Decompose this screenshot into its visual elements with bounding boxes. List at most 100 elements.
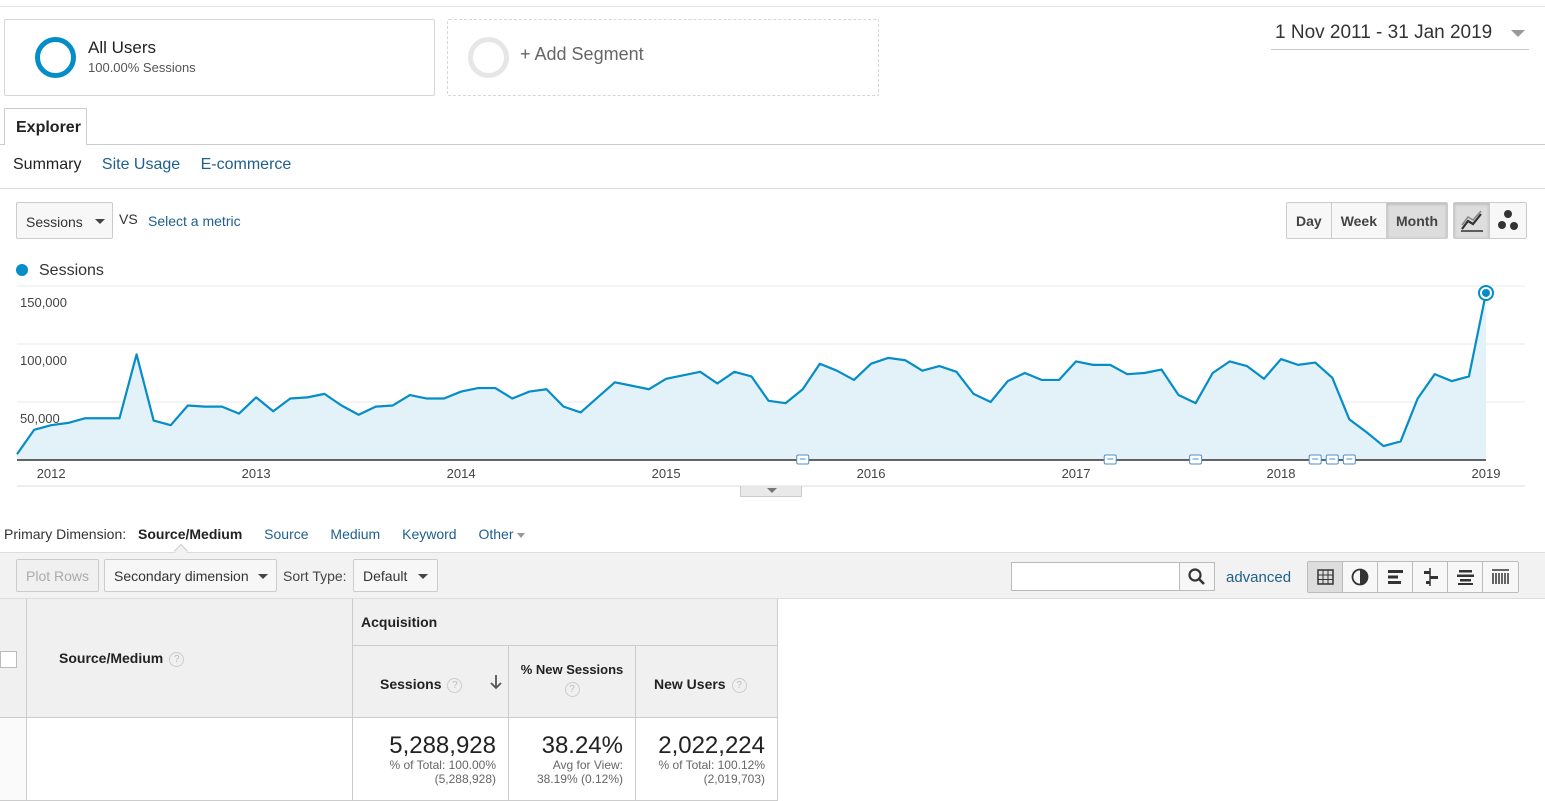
sessions-column-header[interactable]: Sessions? [353, 646, 509, 718]
secondary-dimension-dropdown[interactable]: Secondary dimension [104, 559, 277, 592]
sessions-chart[interactable]: 150,000 100,000 50,000 2012 2013 2014 2015 2016… [0, 280, 1545, 490]
view-pivot-button[interactable] [1483, 562, 1518, 592]
segment-ring-empty-icon [468, 37, 509, 78]
pivot-table-icon [1492, 569, 1509, 584]
bar-chart-icon [1388, 570, 1403, 584]
view-comparison-button[interactable] [1413, 562, 1448, 592]
table-search-input[interactable] [1011, 562, 1180, 591]
chevron-down-icon [95, 219, 105, 224]
metric-dropdown-value: Sessions [26, 214, 83, 230]
chart-type-toggle [1453, 202, 1527, 239]
select-all-cell [0, 599, 27, 718]
y-tick-label: 50,000 [20, 411, 60, 426]
new-sessions-avg-label: Avg for View: [552, 758, 623, 772]
explorer-subtabs: Summary Site Usage E-commerce [13, 156, 307, 174]
dimension-header-cell[interactable]: Source/Medium? [27, 599, 353, 718]
add-segment-label: + Add Segment [520, 44, 644, 64]
new-users-header-label: New Users [654, 676, 726, 692]
sessions-line [16, 292, 1488, 455]
legend-label-sessions: Sessions [39, 262, 104, 279]
top-divider [0, 6, 1545, 7]
sessions-total-cell: 5,288,928 % of Total: 100.00% (5,288,928… [353, 718, 509, 801]
subtab-divider [0, 188, 1545, 189]
sort-type-label: Sort Type: [283, 568, 347, 584]
period-week-button[interactable]: Week [1331, 203, 1388, 238]
period-month-button[interactable]: Month [1387, 203, 1447, 238]
period-toggle: Day Week Month [1286, 202, 1448, 239]
term-cloud-icon [1457, 570, 1474, 585]
vs-label: VS [119, 211, 138, 227]
period-day-button[interactable]: Day [1287, 203, 1332, 238]
y-tick-label: 100,000 [20, 353, 67, 368]
chevron-down-icon [517, 532, 526, 538]
dimension-source-medium[interactable]: Source/Medium [138, 526, 243, 542]
y-tick-label: 150,000 [20, 295, 67, 310]
new-sessions-header-label: % New Sessions [520, 662, 624, 677]
plot-rows-button[interactable]: Plot Rows [16, 559, 100, 592]
dimension-medium[interactable]: Medium [330, 526, 381, 542]
new-sessions-header: % New Sessions ? [509, 662, 635, 697]
new-sessions-total-sub: Avg for View: 38.19% (0.12%) [537, 758, 623, 786]
sessions-total-percent: % of Total: 100.00% [389, 758, 496, 772]
segment-all-users[interactable]: All Users 100.00% Sessions [4, 19, 435, 96]
new-sessions-avg-value: 38.19% (0.12%) [536, 772, 623, 786]
dimension-source[interactable]: Source [264, 526, 309, 542]
sort-type-value: Default [363, 568, 408, 584]
arrow-down-icon [490, 675, 502, 690]
advanced-filter-link[interactable]: advanced [1226, 569, 1292, 586]
pie-chart-icon [1351, 568, 1369, 586]
bubble-chart-icon [1498, 210, 1518, 230]
segment-ring-icon [35, 37, 76, 78]
x-tick-label: 2018 [1267, 466, 1296, 481]
metric-dropdown[interactable]: Sessions [16, 202, 113, 239]
add-segment-button[interactable]: + Add Segment [447, 19, 879, 96]
comparison-icon [1424, 568, 1438, 586]
x-tick-label: 2013 [242, 466, 271, 481]
new-users-column-header[interactable]: New Users? [636, 646, 778, 718]
tab-divider [0, 144, 1545, 145]
sessions-header-label: Sessions [380, 676, 442, 692]
select-metric-link[interactable]: Select a metric [148, 213, 241, 229]
dimension-keyword[interactable]: Keyword [402, 526, 457, 542]
help-icon[interactable]: ? [169, 651, 185, 667]
new-users-total-sub: % of Total: 100.12% (2,019,703) [658, 758, 765, 786]
grid-table-icon [1317, 569, 1334, 585]
dimension-other-label: Other [478, 526, 514, 542]
x-tick-label: 2016 [857, 466, 886, 481]
new-sessions-column-header[interactable]: % New Sessions ? [509, 646, 636, 718]
date-range-picker[interactable]: 1 Nov 2011 - 31 Jan 2019 [1271, 22, 1529, 50]
view-data-button[interactable] [1308, 562, 1343, 592]
table-toolbar: Plot Rows Secondary dimension Sort Type:… [0, 552, 1545, 599]
subtab-ecommerce[interactable]: E-commerce [200, 156, 292, 173]
x-tick-label: 2019 [1472, 466, 1501, 481]
help-icon[interactable]: ? [564, 682, 580, 697]
line-chart-button[interactable] [1454, 203, 1490, 238]
motion-chart-button[interactable] [1490, 203, 1526, 238]
segment-subtitle: 100.00% Sessions [88, 60, 196, 75]
dimension-header-label: Source/Medium [59, 650, 164, 666]
legend-swatch-sessions [16, 264, 28, 276]
x-tick-label: 2017 [1062, 466, 1091, 481]
new-users-total-cell: 2,022,224 % of Total: 100.12% (2,019,703… [636, 718, 778, 801]
chevron-down-icon [1511, 30, 1525, 37]
view-percentage-button[interactable] [1343, 562, 1378, 592]
segment-title: All Users [88, 38, 157, 57]
sort-type-dropdown[interactable]: Default [353, 559, 438, 592]
dimension-other[interactable]: Other [478, 526, 526, 542]
subtab-site-usage[interactable]: Site Usage [101, 156, 181, 173]
search-button[interactable] [1179, 562, 1215, 591]
help-icon[interactable]: ? [447, 677, 463, 693]
chevron-down-icon [418, 574, 428, 579]
view-performance-button[interactable] [1378, 562, 1413, 592]
help-icon[interactable]: ? [731, 677, 747, 693]
subtab-summary[interactable]: Summary [13, 156, 82, 173]
table-view-toggle [1307, 561, 1519, 593]
select-all-checkbox[interactable] [0, 651, 17, 668]
view-term-cloud-button[interactable] [1448, 562, 1483, 592]
tab-explorer[interactable]: Explorer [4, 108, 87, 145]
new-users-total: 2,022,224 [658, 732, 765, 759]
sessions-total-sub: % of Total: 100.00% (5,288,928) [389, 758, 496, 786]
primary-dimension-bar: Primary Dimension: Source/Medium Source … [4, 526, 526, 542]
chart-collapse-handle[interactable] [740, 486, 802, 497]
x-tick-label: 2012 [37, 466, 66, 481]
